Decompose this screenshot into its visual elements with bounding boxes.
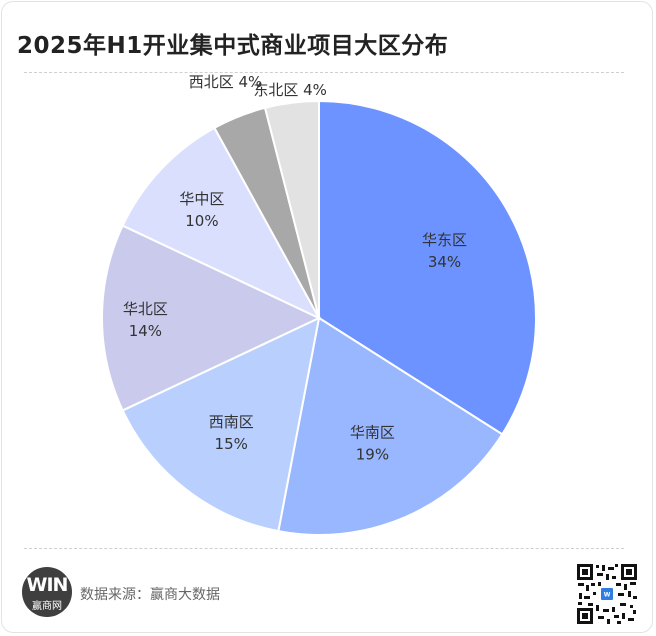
pie-slice-2 [277,316,504,536]
bottom-divider [24,548,624,549]
slice-name-5: 华中区 [179,190,224,208]
slice-name-4: 华北区 [123,300,168,318]
winshang-logo-icon: WIN 赢商网 [22,567,72,617]
slice-name-3: 西南区 [209,413,254,431]
chart-title: 2025年H1开业集中式商业项目大区分布 [17,33,449,59]
slice-name-1: 华东区 [422,231,467,249]
pie-labels: 华东区 34% 华南区 19% 西南区 15% 华北区 14% 华中区 10% 西北区 4%东北区 … [123,73,467,464]
svg-text:W: W [604,592,611,599]
logo-mark: WIN [26,574,69,596]
pie-slice-1 [318,99,537,436]
slice-value-1: 34% [428,253,461,271]
pie-slices [101,99,537,536]
slice-value-2: 19% [356,445,389,463]
slice-label-6: 西北区 4% [189,73,263,91]
qr-code-icon: W [576,563,638,625]
pie-slice-3 [121,316,321,533]
slice-label-7: 东北区 4% [253,81,327,99]
slice-value-3: 15% [215,435,248,453]
pie-slice-7 [263,99,320,319]
slice-value-4: 14% [129,322,162,340]
logo-text: 赢商网 [32,601,62,612]
slice-name-2: 华南区 [350,423,395,441]
slice-value-5: 10% [185,212,218,230]
data-source: 数据来源：赢商大数据 [80,587,220,603]
pie-slice-5 [121,126,322,321]
pie-slice-4 [101,224,322,412]
top-divider [24,72,624,73]
